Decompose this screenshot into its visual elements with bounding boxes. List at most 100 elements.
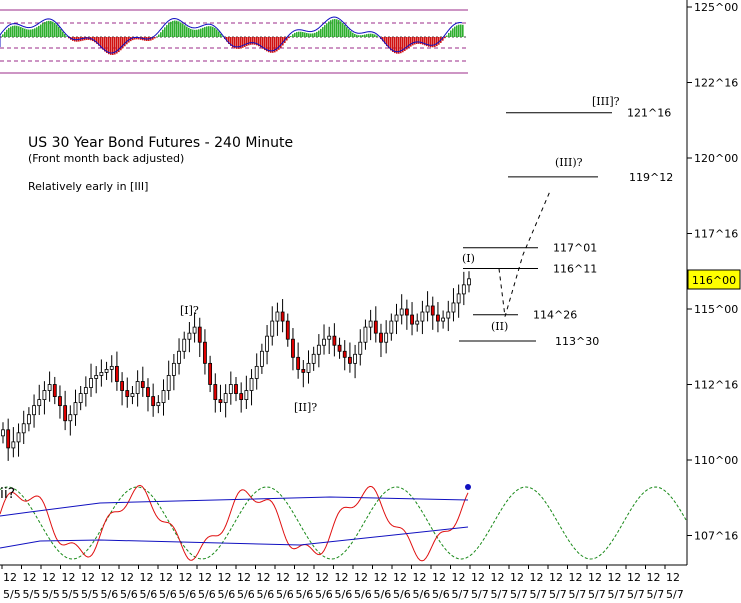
candle-body: [42, 390, 47, 401]
x-tick-label-top: 12: [354, 571, 368, 584]
candle: [353, 344, 357, 379]
x-tick-label-top: 12: [315, 571, 329, 584]
target-level-label: 121^16: [627, 107, 671, 120]
candle: [399, 294, 404, 325]
candle: [234, 376, 238, 402]
osc-top-bar: [410, 37, 412, 47]
candle-body: [73, 402, 78, 416]
candle: [11, 427, 16, 458]
osc-top-bar: [16, 25, 18, 37]
candle-body: [399, 308, 404, 316]
osc-top-bar: [30, 29, 32, 37]
candle: [358, 329, 363, 366]
candle: [68, 405, 73, 436]
candle: [187, 321, 192, 353]
osc-top-bar: [58, 26, 60, 37]
candle-body: [275, 311, 280, 322]
candle: [244, 375, 249, 409]
osc-top-bar: [46, 21, 48, 37]
candle: [52, 376, 57, 405]
osc-top-bar: [412, 37, 414, 46]
candle: [78, 386, 83, 411]
x-tick-label: 5/7: [491, 588, 509, 601]
osc-top-signal-line: [0, 16, 463, 54]
wave-label: (III)?: [555, 156, 583, 169]
candle: [218, 384, 223, 412]
osc-top-bar: [278, 37, 280, 50]
candle: [316, 334, 321, 368]
osc-top-bar: [52, 21, 54, 37]
osc-top-bar: [414, 37, 416, 45]
x-tick-label-top: 12: [608, 571, 622, 584]
x-tick-label-top: 12: [432, 571, 446, 584]
x-tick-label-top: 12: [491, 571, 505, 584]
candle-body: [52, 384, 57, 397]
osc-top-bar: [190, 28, 192, 37]
osc-top-bar: [106, 37, 108, 54]
candle-body: [348, 356, 352, 364]
osc-top-bar: [428, 37, 430, 47]
x-tick-label-top: 12: [101, 571, 115, 584]
osc-top-bar: [422, 37, 424, 45]
candle: [254, 353, 259, 390]
x-axis-ticks: 125/5125/5125/5125/5125/5125/6125/6125/6…: [1, 565, 684, 601]
osc-top-bar: [432, 37, 434, 48]
osc-top-bar: [62, 31, 64, 37]
osc-top-bar: [178, 21, 180, 37]
candle: [63, 390, 68, 431]
candle-body: [265, 335, 269, 352]
osc-top-bar: [444, 37, 446, 39]
osc-top-bar: [8, 27, 10, 37]
wave-label: (I): [462, 252, 475, 265]
osc-top-bar: [114, 37, 116, 55]
x-tick-label-top: 12: [120, 571, 134, 584]
candle: [99, 359, 104, 387]
osc-top-bar: [56, 24, 58, 37]
osc-top-bar: [6, 29, 8, 37]
oscillator-dot: [465, 484, 471, 490]
x-tick-label: 5/7: [549, 588, 567, 601]
candle: [451, 288, 456, 322]
osc-top-bar: [462, 24, 464, 37]
candle-body: [68, 414, 73, 422]
osc-top-bar: [330, 20, 332, 37]
x-tick-label-top: 12: [549, 571, 563, 584]
candle-body: [301, 368, 306, 373]
candle-body: [327, 335, 332, 340]
candle: [342, 340, 347, 371]
osc-top-bar: [438, 37, 440, 45]
osc-top-bar: [212, 26, 214, 37]
osc-top-bar: [420, 37, 422, 45]
candle: [73, 389, 78, 426]
candle-body: [404, 308, 409, 316]
osc-top-bar: [112, 37, 114, 55]
x-tick-label-top: 12: [159, 571, 173, 584]
osc-top-bar: [22, 27, 24, 37]
osc-top-bar: [450, 30, 452, 37]
candle: [373, 306, 378, 343]
candle-body: [467, 278, 471, 286]
osc-top-bar: [4, 31, 6, 37]
x-tick-label-top: 12: [452, 571, 466, 584]
candle-body: [368, 320, 373, 328]
x-tick-label: 5/7: [452, 588, 470, 601]
osc-top-bar: [368, 33, 370, 37]
candle: [404, 299, 409, 330]
candle-body: [296, 356, 301, 370]
candle-body: [151, 396, 156, 407]
target-level-label: 116^11: [553, 263, 597, 276]
osc-top-bar: [306, 32, 308, 37]
candle-body: [249, 378, 254, 391]
x-tick-label: 5/5: [23, 588, 41, 601]
osc-top-bar: [150, 37, 152, 41]
osc-top-bar: [210, 26, 212, 37]
osc-top-bar: [426, 37, 428, 47]
candle-body: [161, 390, 166, 404]
candle-body: [451, 302, 456, 313]
bottom-oscillator-panel: [0, 484, 687, 562]
candle-body: [342, 350, 347, 358]
osc-top-bar: [362, 34, 364, 37]
candle-body: [441, 317, 446, 322]
osc-top-bar: [320, 28, 322, 37]
